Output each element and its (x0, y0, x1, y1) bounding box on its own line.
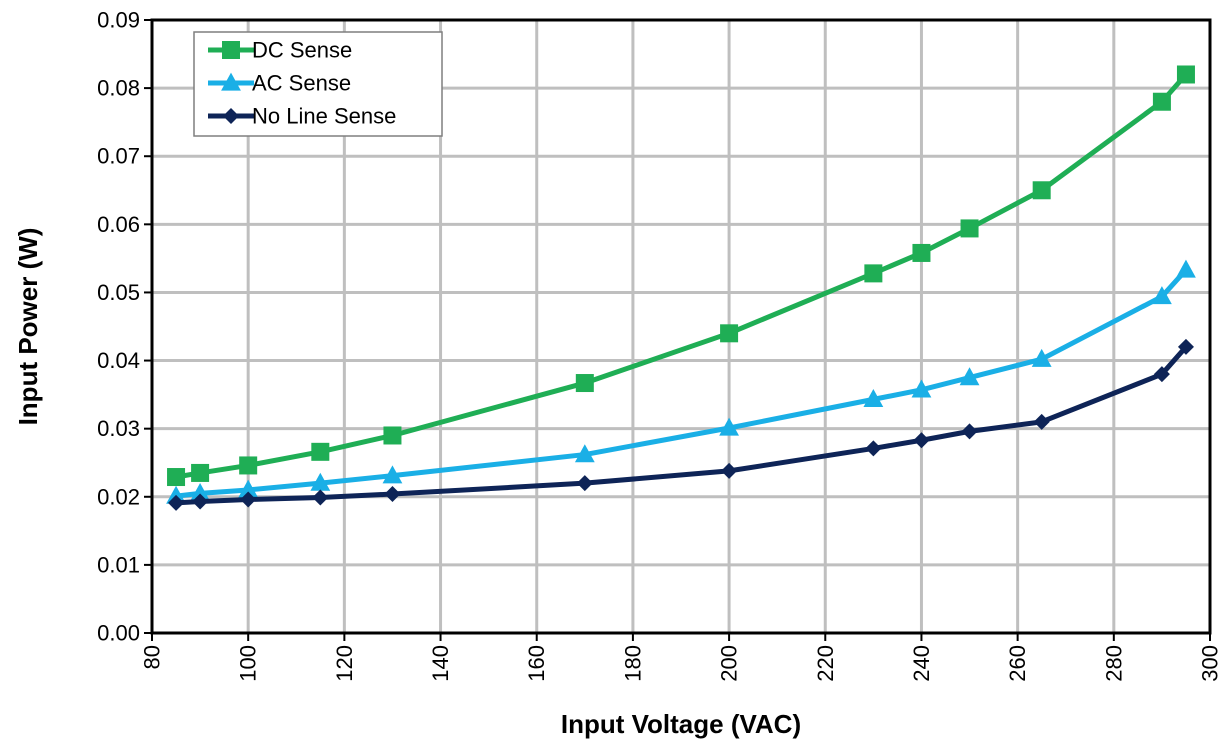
y-tick-label: 0.05 (97, 280, 140, 305)
x-tick-label: 220 (813, 645, 838, 682)
data-point-marker (574, 444, 595, 463)
data-point-marker (721, 462, 738, 479)
legend-item: AC Sense (208, 71, 351, 96)
y-tick-label: 0.07 (97, 144, 140, 169)
data-point-marker (719, 417, 739, 436)
legend-item: DC Sense (208, 38, 352, 63)
legend: DC Sense AC Sense No Line Sense (193, 31, 443, 137)
data-point-marker (238, 479, 259, 498)
data-point-marker (864, 264, 883, 283)
x-tick-label: 300 (1198, 645, 1223, 682)
data-point-marker (384, 486, 401, 503)
data-point-marker (166, 485, 186, 504)
legend-label: AC Sense (252, 71, 351, 96)
data-point-marker (863, 389, 884, 408)
data-point-marker (1031, 348, 1052, 367)
data-point-marker (1152, 92, 1171, 111)
legend-marker (223, 108, 239, 124)
data-point-marker (239, 456, 258, 475)
data-point-marker (911, 379, 932, 398)
series-line (175, 345, 1188, 506)
x-tick-label: 180 (620, 645, 645, 682)
y-tick-label: 0.09 (97, 8, 140, 33)
y-tick-label: 0.06 (97, 212, 140, 237)
data-point-marker (865, 440, 882, 457)
data-point-marker (960, 219, 979, 238)
data-point-marker (912, 243, 931, 262)
data-point-marker (191, 463, 210, 482)
data-point-marker (575, 374, 594, 393)
y-tick-label: 0.03 (97, 416, 140, 441)
y-tick-label: 0.08 (97, 76, 140, 101)
legend-label: No Line Sense (252, 104, 396, 129)
y-axis-title: Input Power (W) (13, 228, 43, 426)
series-ac-sense (166, 259, 1196, 504)
y-axis-ticks: 0.00 0.01 0.02 0.03 0.04 0.05 0.06 0.07 0.08 0.09 (97, 8, 152, 646)
data-point-marker (192, 493, 209, 510)
x-tick-label: 280 (1101, 645, 1126, 682)
data-point-marker (1032, 181, 1051, 200)
data-point-marker (168, 494, 185, 511)
x-axis-ticks: 80 100 120 140 160 180 200 220 240 260 280 300 (140, 633, 1223, 682)
series-layer (166, 65, 1196, 511)
legend-label: DC Sense (252, 38, 352, 63)
data-point-marker (310, 472, 331, 491)
x-tick-label: 80 (140, 645, 165, 669)
legend-item: No Line Sense (208, 104, 396, 129)
data-point-marker (312, 489, 329, 506)
y-tick-label: 0.01 (97, 552, 140, 577)
data-point-marker (1177, 338, 1194, 355)
x-tick-label: 240 (909, 645, 934, 682)
data-point-marker (1153, 366, 1170, 383)
data-point-marker (576, 475, 593, 492)
data-point-marker (913, 432, 930, 449)
data-point-marker (167, 468, 186, 487)
plot-area-frame (150, 18, 1212, 635)
y-tick-label: 0.00 (97, 621, 140, 646)
legend-marker (221, 72, 241, 91)
data-point-marker (720, 324, 739, 343)
series-line (175, 268, 1188, 499)
x-tick-label: 260 (1005, 645, 1030, 682)
legend-marker (222, 41, 240, 59)
x-tick-label: 200 (717, 645, 742, 682)
data-point-marker (1152, 286, 1172, 305)
x-axis-title: Input Voltage (VAC) (561, 709, 801, 739)
data-point-marker (1176, 259, 1196, 278)
y-tick-label: 0.02 (97, 484, 140, 509)
data-point-marker (959, 367, 980, 386)
x-tick-label: 120 (332, 645, 357, 682)
data-point-marker (382, 465, 403, 484)
series-no-line-sense (168, 338, 1194, 511)
data-point-marker (961, 423, 978, 440)
series-dc-sense (167, 65, 1195, 487)
x-tick-label: 100 (236, 645, 261, 682)
x-tick-label: 160 (524, 645, 549, 682)
data-point-marker (1176, 65, 1195, 84)
data-point-marker (383, 426, 402, 445)
data-point-marker (1033, 413, 1050, 430)
x-tick-label: 140 (428, 645, 453, 682)
y-tick-label: 0.04 (97, 348, 140, 373)
data-point-marker (311, 442, 330, 461)
data-point-marker (240, 491, 257, 508)
data-point-marker (190, 483, 210, 502)
